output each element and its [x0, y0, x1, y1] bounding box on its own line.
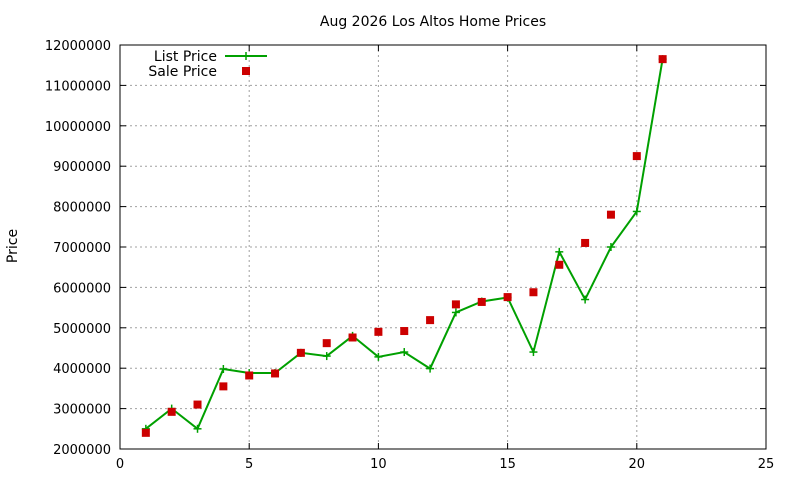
sale-price-point	[477, 297, 486, 306]
y-tick-label: 2000000	[53, 443, 111, 458]
sale-price-point	[219, 382, 228, 391]
sale-price-point	[529, 288, 538, 297]
legend-label-list-price: List Price	[154, 49, 217, 65]
y-tick-label: 12000000	[45, 39, 111, 54]
y-tick-label: 8000000	[53, 201, 111, 216]
y-axis-label: Price	[5, 229, 21, 263]
sale-price-point	[193, 400, 202, 409]
legend-label-sale-price: Sale Price	[148, 64, 217, 80]
list-price-point	[322, 352, 331, 361]
sale-price-point	[606, 210, 615, 219]
y-tick-label: 4000000	[53, 362, 111, 377]
y-tick-label: 6000000	[53, 281, 111, 296]
list-price-point	[581, 295, 590, 304]
list-price-point	[529, 348, 538, 357]
x-tick-label: 5	[245, 457, 253, 472]
x-tick-label: 25	[758, 457, 775, 472]
list-price-point	[219, 365, 228, 374]
grid-lines	[120, 45, 766, 449]
sale-price-point	[632, 152, 641, 161]
list-price-point	[193, 424, 202, 433]
y-tick-label: 7000000	[53, 241, 111, 256]
sale-price-point	[374, 327, 383, 336]
sale-price-point	[141, 428, 150, 437]
y-tick-label: 3000000	[53, 403, 111, 418]
y-tick-label: 5000000	[53, 322, 111, 337]
sale-price-point	[555, 260, 564, 269]
list-price-point	[555, 247, 564, 256]
sale-price-point	[658, 55, 667, 64]
series-layer	[141, 55, 667, 437]
legend: List Price Sale Price	[148, 49, 267, 80]
chart-title: Aug 2026 Los Altos Home Prices	[320, 14, 546, 30]
sale-price-point	[322, 339, 331, 348]
sale-price-point	[296, 348, 305, 357]
sale-price-point	[581, 238, 590, 247]
sale-price-point	[167, 407, 176, 416]
legend-marker-list-price	[242, 52, 250, 60]
list-price-point	[632, 207, 641, 216]
sale-price-point	[503, 293, 512, 302]
axis-ticks: 0 5 10 15 20 25 2000000 3000000 4000000 5000000 60…	[45, 39, 774, 472]
list-price-point	[451, 308, 460, 317]
sale-price-point	[348, 333, 357, 342]
sale-price-point	[245, 371, 254, 380]
plot-frame	[119, 44, 767, 450]
x-tick-label: 15	[499, 457, 516, 472]
list-price-point	[426, 364, 435, 373]
legend-marker-sale-price	[242, 67, 250, 75]
y-tick-label: 11000000	[45, 79, 111, 94]
y-tick-label: 10000000	[45, 120, 111, 135]
list-price-point	[606, 243, 615, 251]
y-tick-label: 9000000	[53, 160, 111, 175]
sale-price-point	[400, 327, 409, 336]
sale-price-point	[271, 369, 280, 378]
x-tick-label: 0	[116, 457, 124, 472]
x-tick-label: 20	[629, 457, 646, 472]
sale-price-point	[451, 300, 460, 309]
sale-price-point	[426, 316, 435, 325]
x-tick-label: 10	[370, 457, 387, 472]
list-price-point	[374, 352, 383, 361]
list-price-point	[400, 348, 409, 357]
